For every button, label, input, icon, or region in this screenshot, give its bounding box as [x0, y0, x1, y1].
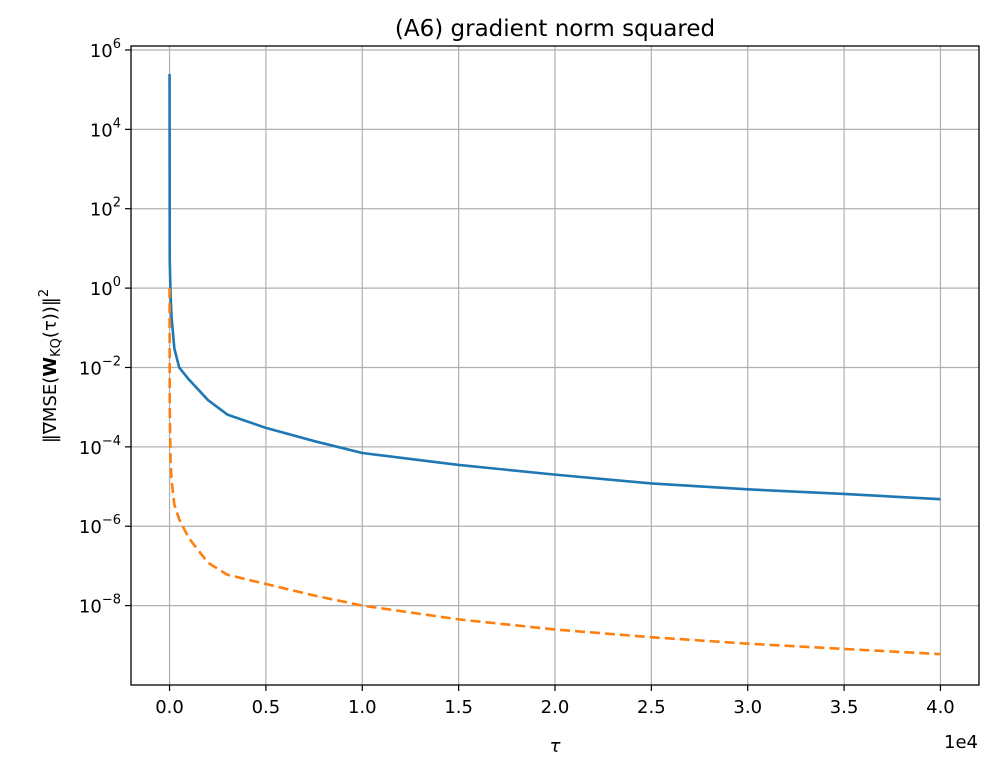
y-tick-power: −6	[102, 513, 121, 528]
x-tick-label: 0.5	[252, 697, 281, 718]
y-label-sup: 2	[37, 289, 52, 297]
x-axis-label: τ	[550, 736, 561, 757]
y-tick-label: 10−4	[79, 434, 121, 459]
y-tick-power: −2	[102, 354, 121, 369]
series-layer	[168, 73, 941, 656]
x-tick-label: 1.0	[348, 697, 377, 718]
x-tick-label: 3.5	[830, 697, 859, 718]
y-tick-label: 10−6	[79, 513, 121, 538]
y-tick-power: −8	[102, 593, 121, 608]
y-tick-base: 10	[90, 200, 113, 221]
y-tick-label: 10−2	[79, 354, 121, 379]
y-tick-base: 10	[79, 438, 102, 459]
y-axis-label: ‖∇MSE(WKQ(τ))‖2	[37, 289, 64, 443]
y-label-post: (τ))‖	[40, 297, 61, 338]
y-tick-power: −4	[102, 434, 121, 449]
x-tick-label: 4.0	[926, 697, 955, 718]
y-tick-power: 6	[113, 37, 121, 52]
x-tick-label: 3.0	[733, 697, 762, 718]
y-tick-power: 4	[113, 116, 121, 131]
x-tick-label: 2.5	[637, 697, 666, 718]
series-line-2	[168, 288, 941, 656]
y-tick-label: 102	[90, 196, 121, 221]
y-tick-label: 10−8	[79, 593, 121, 618]
y-tick-base: 10	[90, 41, 113, 62]
y-tick-base: 10	[90, 279, 113, 300]
y-tick-label: 106	[90, 37, 121, 62]
grid-layer	[131, 46, 979, 685]
y-tick-base: 10	[79, 597, 102, 618]
y-label-pre: ‖∇MSE(	[40, 377, 61, 443]
y-tick-power: 2	[113, 196, 121, 211]
tick-layer: 0.0 0.5 1.0 1.5 2.0 2.5 3.0 3.5 4.010−810−610−41…	[79, 37, 955, 718]
x-offset-text: 1e4	[944, 732, 978, 753]
y-tick-power: 0	[113, 275, 121, 290]
x-tick-label: 0.0	[155, 697, 184, 718]
y-tick-label: 100	[90, 275, 121, 300]
y-tick-base: 10	[79, 517, 102, 538]
y-label-sub: KQ	[49, 338, 64, 357]
y-tick-label: 104	[90, 116, 121, 141]
y-label-bold: W	[40, 357, 61, 377]
chart-title: (A6) gradient norm squared	[395, 16, 715, 42]
x-tick-label: 2.0	[541, 697, 570, 718]
x-tick-label: 1.5	[444, 697, 473, 718]
y-tick-base: 10	[90, 120, 113, 141]
y-tick-base: 10	[79, 358, 102, 379]
